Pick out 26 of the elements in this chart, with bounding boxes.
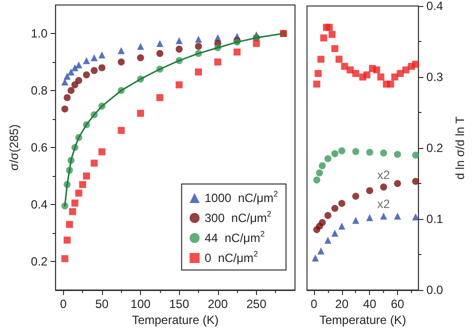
x-tick-label: 250	[246, 297, 267, 311]
y-tick-label: 0.1	[426, 212, 444, 226]
annotation: x2	[377, 168, 390, 182]
x-tick-label: 50	[95, 297, 109, 311]
y-tick-label: 0.8	[30, 84, 48, 98]
x-tick-label: 150	[169, 297, 190, 311]
y-tick-label: 0.2	[426, 141, 444, 155]
x-tick-label: 0	[310, 297, 318, 311]
x-tick-label: 60	[390, 297, 405, 311]
y-axis-title: σ/σ(285)	[7, 124, 21, 171]
y-tick-label: 0.4	[426, 0, 444, 13]
x-axis-title: Temperature (K)	[319, 313, 406, 327]
y-tick-label: 0.3	[426, 70, 444, 84]
y-tick-label: 0.6	[30, 140, 48, 154]
y-axis-title: d ln σ/d ln T	[453, 116, 467, 180]
y-tick-label: 1.0	[30, 26, 48, 40]
x-tick-label: 40	[362, 297, 377, 311]
y-tick-label: 0.0	[426, 283, 444, 297]
x-axis-title: Temperature (K)	[132, 313, 219, 327]
x-tick-label: 0	[60, 297, 67, 311]
annotation: x2	[377, 197, 390, 212]
x-tick-label: 20	[335, 297, 349, 311]
x-tick-label: 200	[208, 297, 228, 311]
y-tick-label: 0.2	[30, 254, 48, 268]
x-tick-label: 100	[130, 297, 151, 311]
y-tick-label: 0.4	[30, 198, 48, 212]
